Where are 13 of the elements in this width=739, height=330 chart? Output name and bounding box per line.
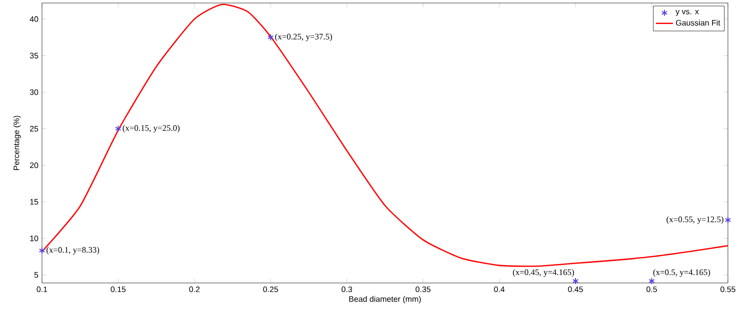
line-series: [42, 4, 728, 267]
annotation: (x=0.1, y=8.33): [46, 246, 100, 254]
point: [572, 278, 579, 285]
point: [38, 247, 46, 254]
point: [268, 34, 274, 41]
annotation: (x=0.5, y=4.165): [653, 269, 710, 277]
annotation: (x=0.45, y=4.165): [512, 269, 574, 277]
point: [648, 278, 655, 285]
annotation: (x=0.15, y=25.0): [122, 124, 180, 133]
point: [115, 125, 122, 132]
point: [724, 216, 732, 224]
annotation: (x=0.25, y=37.5): [275, 34, 332, 42]
annotation: (x=0.55, y=12.5): [666, 216, 724, 224]
